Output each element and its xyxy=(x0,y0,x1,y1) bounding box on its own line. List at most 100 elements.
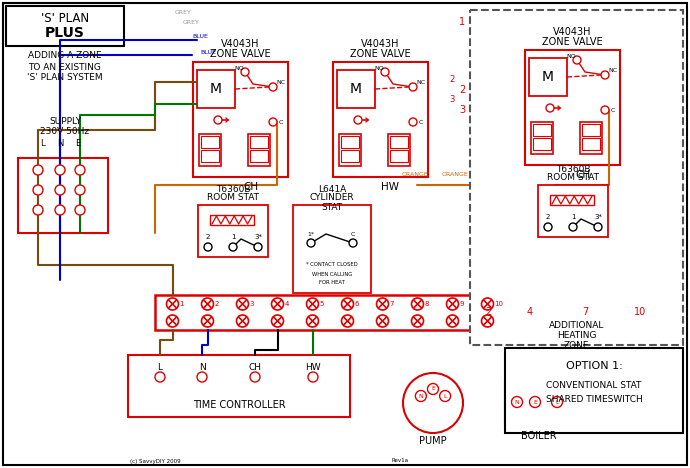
Text: OPTION 1:: OPTION 1: xyxy=(566,361,622,371)
Text: NC: NC xyxy=(277,80,286,86)
Circle shape xyxy=(308,372,318,382)
Circle shape xyxy=(75,165,85,175)
Circle shape xyxy=(446,298,458,310)
Text: 1*: 1* xyxy=(308,233,315,237)
Text: L: L xyxy=(444,394,447,398)
Circle shape xyxy=(250,372,260,382)
Text: CH: CH xyxy=(575,170,590,180)
Text: 2: 2 xyxy=(459,85,465,95)
Text: 'S' PLAN SYSTEM: 'S' PLAN SYSTEM xyxy=(27,73,103,82)
Text: ZONE VALVE: ZONE VALVE xyxy=(210,49,270,59)
Text: ZONE: ZONE xyxy=(564,341,589,350)
Text: NO: NO xyxy=(374,66,384,71)
Text: E: E xyxy=(533,400,537,404)
Circle shape xyxy=(271,315,284,327)
Bar xyxy=(18,158,108,233)
Circle shape xyxy=(33,205,43,215)
Circle shape xyxy=(55,165,65,175)
Text: N: N xyxy=(199,363,206,372)
Text: TIME CONTROLLER: TIME CONTROLLER xyxy=(193,400,285,410)
Bar xyxy=(199,134,221,166)
Text: C: C xyxy=(351,233,355,237)
Circle shape xyxy=(594,223,602,231)
Text: L: L xyxy=(555,400,559,404)
Text: ADDING A ZONE: ADDING A ZONE xyxy=(28,51,102,60)
Circle shape xyxy=(546,104,554,112)
Text: SHARED TIMESWITCH: SHARED TIMESWITCH xyxy=(546,395,642,404)
Circle shape xyxy=(511,396,522,408)
Text: C: C xyxy=(611,108,615,112)
Text: 3: 3 xyxy=(459,105,465,115)
Text: 'S' PLAN: 'S' PLAN xyxy=(41,12,89,24)
Text: 1: 1 xyxy=(459,17,465,27)
Text: L641A: L641A xyxy=(318,184,346,193)
Text: 6: 6 xyxy=(355,301,359,307)
Circle shape xyxy=(229,243,237,251)
Bar xyxy=(582,138,600,150)
Text: 7: 7 xyxy=(582,307,588,317)
Circle shape xyxy=(55,205,65,215)
Bar xyxy=(6,6,124,46)
Circle shape xyxy=(269,83,277,91)
Text: Rev1a: Rev1a xyxy=(391,459,408,463)
Text: 3: 3 xyxy=(449,95,455,104)
Circle shape xyxy=(75,205,85,215)
Bar xyxy=(293,205,371,293)
Circle shape xyxy=(529,396,540,408)
Circle shape xyxy=(237,298,248,310)
Bar xyxy=(390,150,408,162)
Circle shape xyxy=(306,298,319,310)
Bar xyxy=(533,124,551,136)
Bar xyxy=(337,70,375,108)
Text: E: E xyxy=(431,387,435,392)
Text: 10: 10 xyxy=(495,301,504,307)
Text: PUMP: PUMP xyxy=(420,436,447,446)
Text: 10: 10 xyxy=(634,307,646,317)
Circle shape xyxy=(428,383,439,395)
Circle shape xyxy=(201,315,213,327)
Bar xyxy=(155,295,505,330)
Bar xyxy=(580,122,602,154)
Text: 3*: 3* xyxy=(254,234,262,240)
Circle shape xyxy=(409,118,417,126)
Text: NC: NC xyxy=(417,80,426,86)
Text: ZONE VALVE: ZONE VALVE xyxy=(351,49,411,59)
Text: BLUE: BLUE xyxy=(200,50,216,54)
Circle shape xyxy=(306,315,319,327)
Bar xyxy=(533,138,551,150)
Bar xyxy=(505,382,573,424)
Text: CYLINDER: CYLINDER xyxy=(310,193,354,203)
Circle shape xyxy=(271,298,284,310)
Bar xyxy=(250,150,268,162)
Text: ORANGE: ORANGE xyxy=(402,173,428,177)
Circle shape xyxy=(573,56,581,64)
Bar xyxy=(198,205,268,257)
Circle shape xyxy=(601,71,609,79)
Text: TO AN EXISTING: TO AN EXISTING xyxy=(28,63,101,72)
Bar xyxy=(201,150,219,162)
Circle shape xyxy=(254,243,262,251)
Text: GREY: GREY xyxy=(175,9,192,15)
Text: 1: 1 xyxy=(230,234,235,240)
Text: BLUE: BLUE xyxy=(192,35,208,39)
Text: V4043H: V4043H xyxy=(553,27,592,37)
Circle shape xyxy=(197,372,207,382)
Circle shape xyxy=(415,390,426,402)
Bar xyxy=(341,136,359,148)
Circle shape xyxy=(446,315,458,327)
Text: 8: 8 xyxy=(424,301,429,307)
Text: GREY: GREY xyxy=(183,21,200,25)
Circle shape xyxy=(166,298,179,310)
Text: 230V 50Hz: 230V 50Hz xyxy=(41,127,90,137)
Circle shape xyxy=(411,298,424,310)
Circle shape xyxy=(403,373,463,433)
Bar xyxy=(341,150,359,162)
Text: ZONE VALVE: ZONE VALVE xyxy=(542,37,603,47)
Text: 5: 5 xyxy=(319,301,324,307)
Bar xyxy=(248,134,270,166)
Text: E: E xyxy=(75,139,81,147)
Text: T6360B: T6360B xyxy=(555,164,590,174)
Bar xyxy=(505,348,683,433)
Text: 1: 1 xyxy=(179,301,184,307)
Text: CH: CH xyxy=(248,363,262,372)
